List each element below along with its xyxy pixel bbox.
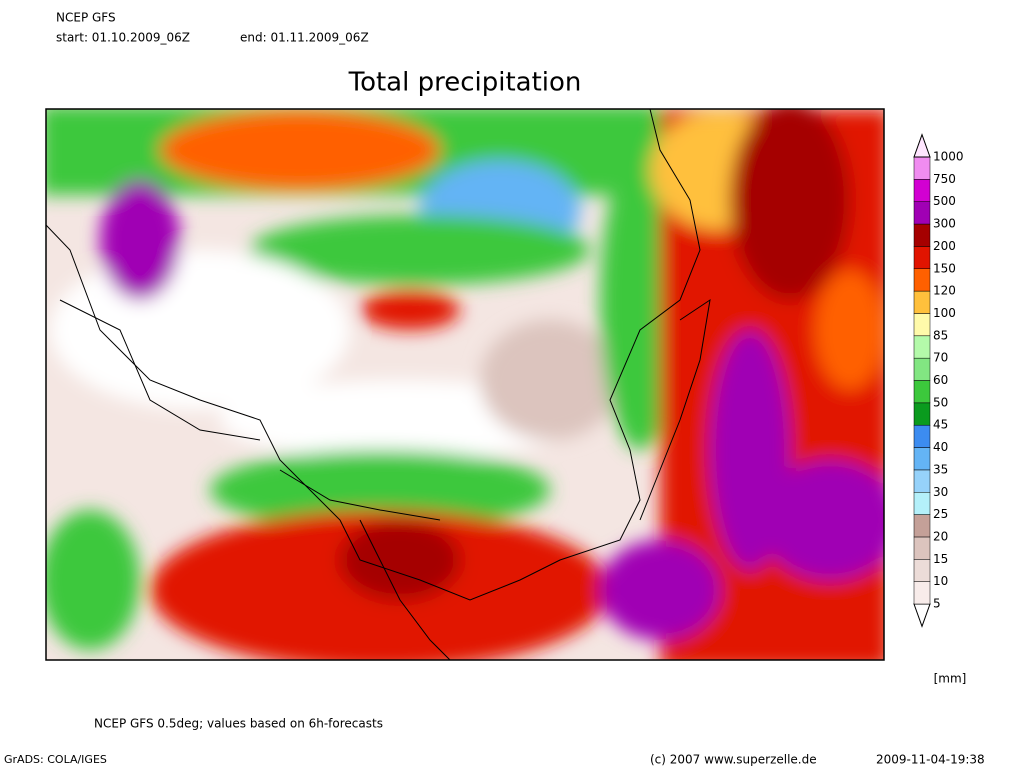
colorbar-label: 85 [933,328,948,342]
colorbar-swatch [913,514,931,538]
colorbar: 5 10 15 20 25 30 35 40 45 50 60 70 85 100 120 150 200 300… [913,133,964,628]
colorbar-label: 100 [933,306,956,320]
colorbar-high-triangle [913,133,931,158]
precip-field [46,109,884,660]
colorbar-swatch [913,246,931,269]
colorbar-label: 150 [933,261,956,275]
colorbar-label: 1000 [933,150,964,164]
colorbar-label: 50 [933,395,948,409]
colorbar-swatch [913,179,931,202]
colorbar-swatch [913,536,931,560]
colorbar-label: 200 [933,239,956,253]
colorbar-label: 750 [933,172,956,186]
colorbar-swatch [913,469,931,493]
map-title: Total precipitation [348,68,582,98]
footnote: NCEP GFS 0.5deg; values based on 6h-fore… [94,717,383,731]
colorbar-swatch [913,223,931,247]
colorbar-swatch [913,313,931,337]
colorbar-swatch [913,335,931,359]
colorbar-label: 20 [933,529,948,543]
colorbar-label: 25 [933,507,948,521]
colorbar-label: 45 [933,418,948,432]
unit-label: [mm] [934,672,967,686]
colorbar-swatch [913,559,931,582]
colorbar-swatch [913,402,931,426]
copyright: (c) 2007 www.superzelle.de [650,753,817,767]
colorbar-label: 70 [933,351,948,365]
colorbar-swatch [913,201,931,225]
colorbar-swatch [913,268,931,292]
colorbar-label: 300 [933,217,956,231]
colorbar-low-triangle [913,603,931,628]
colorbar-label: 10 [933,574,948,588]
colorbar-label: 5 [933,597,941,611]
colorbar-swatch [913,156,931,180]
colorbar-label: 30 [933,485,948,499]
colorbar-swatch [913,290,931,314]
colorbar-label: 500 [933,194,956,208]
colorbar-label: 40 [933,440,948,454]
colorbar-swatch [913,492,931,515]
colorbar-label: 60 [933,373,948,387]
map-frame [45,108,885,661]
model-label: NCEP GFS [56,11,116,25]
colorbar-label: 120 [933,284,956,298]
colorbar-swatch [913,357,931,381]
start-label: start: 01.10.2009_06Z [56,31,190,45]
colorbar-swatch [913,380,931,404]
colorbar-label: 15 [933,552,948,566]
timestamp: 2009-11-04-19:38 [876,753,985,767]
colorbar-label: 35 [933,462,948,476]
end-label: end: 01.11.2009_06Z [240,31,369,45]
software-credit: GrADS: COLA/IGES [4,753,107,766]
colorbar-swatch [913,424,931,448]
colorbar-swatch [913,447,931,471]
colorbar-swatch [913,581,931,605]
